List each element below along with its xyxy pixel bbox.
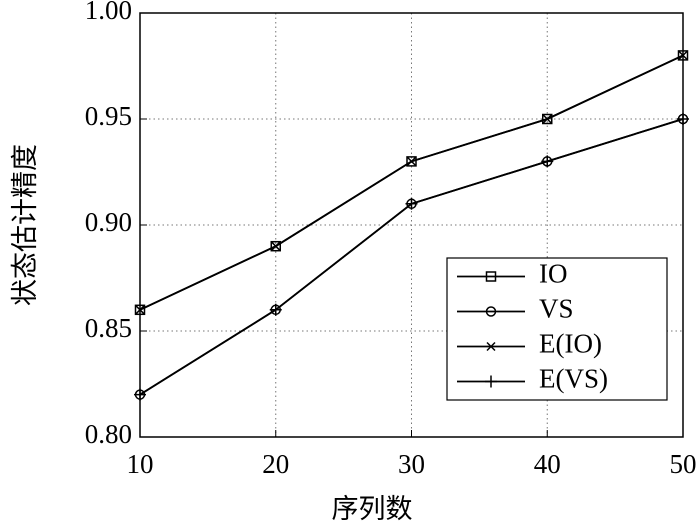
y-tick-label: 1.00 — [85, 0, 132, 25]
marker — [485, 375, 497, 388]
series-line — [139, 118, 684, 396]
x-tick-label: 40 — [534, 449, 561, 479]
marker — [542, 156, 553, 167]
x-tick-label: 20 — [262, 449, 289, 479]
y-tick-label: 0.95 — [85, 101, 132, 131]
marker — [677, 50, 689, 61]
marker — [270, 304, 281, 316]
marker — [485, 271, 497, 282]
marker — [677, 113, 689, 125]
plot-frame — [139, 12, 684, 438]
x-axis-label: 序列数 — [332, 494, 413, 524]
marker — [134, 304, 146, 316]
marker — [485, 306, 497, 317]
legend-box — [446, 257, 668, 401]
marker — [486, 341, 496, 352]
y-tick-label: 0.90 — [85, 207, 132, 237]
legend-label: E(VS) — [539, 364, 608, 394]
marker — [406, 156, 417, 167]
x-tick-label: 50 — [670, 449, 697, 479]
legend-label: IO — [539, 259, 568, 289]
y-tick-label: 0.85 — [85, 313, 132, 343]
series-line — [139, 54, 684, 311]
x-tick-label: 30 — [398, 449, 425, 479]
marker — [134, 389, 146, 400]
legend-label: VS — [539, 294, 574, 324]
x-tick-label: 10 — [127, 449, 154, 479]
y-axis-label: 状态估计精度 — [10, 144, 40, 306]
marker — [406, 198, 417, 210]
y-tick-label: 0.80 — [85, 419, 132, 449]
legend-label: E(IO) — [539, 329, 602, 359]
marker — [542, 113, 553, 125]
marker — [270, 240, 281, 252]
